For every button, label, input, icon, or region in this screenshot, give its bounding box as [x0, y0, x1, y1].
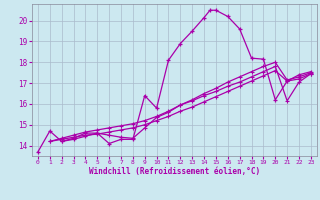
- X-axis label: Windchill (Refroidissement éolien,°C): Windchill (Refroidissement éolien,°C): [89, 167, 260, 176]
